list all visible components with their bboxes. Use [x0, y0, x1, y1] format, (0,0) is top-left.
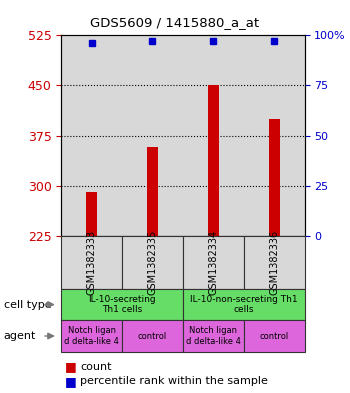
Text: control: control — [259, 332, 289, 340]
Text: cell type: cell type — [4, 299, 51, 310]
Bar — [147, 147, 158, 236]
Text: ■: ■ — [65, 375, 77, 388]
Text: IL-10-secreting
Th1 cells: IL-10-secreting Th1 cells — [88, 295, 156, 314]
Text: ■: ■ — [65, 360, 77, 373]
Text: GSM1382336: GSM1382336 — [269, 230, 279, 295]
Text: GDS5609 / 1415880_a_at: GDS5609 / 1415880_a_at — [90, 16, 260, 29]
Text: control: control — [138, 332, 167, 340]
Text: Notch ligan
d delta-like 4: Notch ligan d delta-like 4 — [186, 326, 241, 346]
Text: percentile rank within the sample: percentile rank within the sample — [80, 376, 268, 386]
Bar — [208, 85, 219, 236]
Text: GSM1382333: GSM1382333 — [87, 230, 97, 295]
Text: GSM1382335: GSM1382335 — [147, 230, 158, 295]
Bar — [86, 192, 97, 236]
Text: count: count — [80, 362, 112, 372]
Text: GSM1382334: GSM1382334 — [208, 230, 218, 295]
Text: agent: agent — [4, 331, 36, 341]
Text: Notch ligan
d delta-like 4: Notch ligan d delta-like 4 — [64, 326, 119, 346]
Text: IL-10-non-secreting Th1
cells: IL-10-non-secreting Th1 cells — [190, 295, 298, 314]
Bar — [268, 119, 280, 236]
